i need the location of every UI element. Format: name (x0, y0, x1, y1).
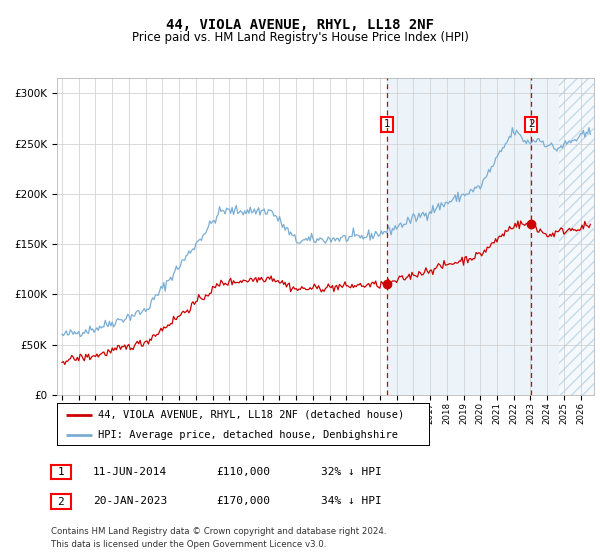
Text: 34% ↓ HPI: 34% ↓ HPI (321, 496, 382, 506)
Text: 2: 2 (58, 497, 64, 507)
Text: 2: 2 (528, 119, 535, 129)
Bar (559, 78, 594, 395)
Text: 1: 1 (58, 467, 64, 477)
Text: £170,000: £170,000 (216, 496, 270, 506)
Text: 1: 1 (384, 119, 391, 129)
Bar (387, 78, 559, 395)
Text: 11-JUN-2014: 11-JUN-2014 (93, 466, 167, 477)
Text: HPI: Average price, detached house, Denbighshire: HPI: Average price, detached house, Denb… (98, 430, 398, 440)
Text: This data is licensed under the Open Government Licence v3.0.: This data is licensed under the Open Gov… (51, 540, 326, 549)
Text: 32% ↓ HPI: 32% ↓ HPI (321, 466, 382, 477)
Text: Price paid vs. HM Land Registry's House Price Index (HPI): Price paid vs. HM Land Registry's House … (131, 31, 469, 44)
Bar (559, 78, 594, 395)
Text: 44, VIOLA AVENUE, RHYL, LL18 2NF (detached house): 44, VIOLA AVENUE, RHYL, LL18 2NF (detach… (98, 410, 404, 420)
Text: £110,000: £110,000 (216, 466, 270, 477)
Text: 20-JAN-2023: 20-JAN-2023 (93, 496, 167, 506)
Text: 44, VIOLA AVENUE, RHYL, LL18 2NF: 44, VIOLA AVENUE, RHYL, LL18 2NF (166, 18, 434, 32)
Text: Contains HM Land Registry data © Crown copyright and database right 2024.: Contains HM Land Registry data © Crown c… (51, 528, 386, 536)
